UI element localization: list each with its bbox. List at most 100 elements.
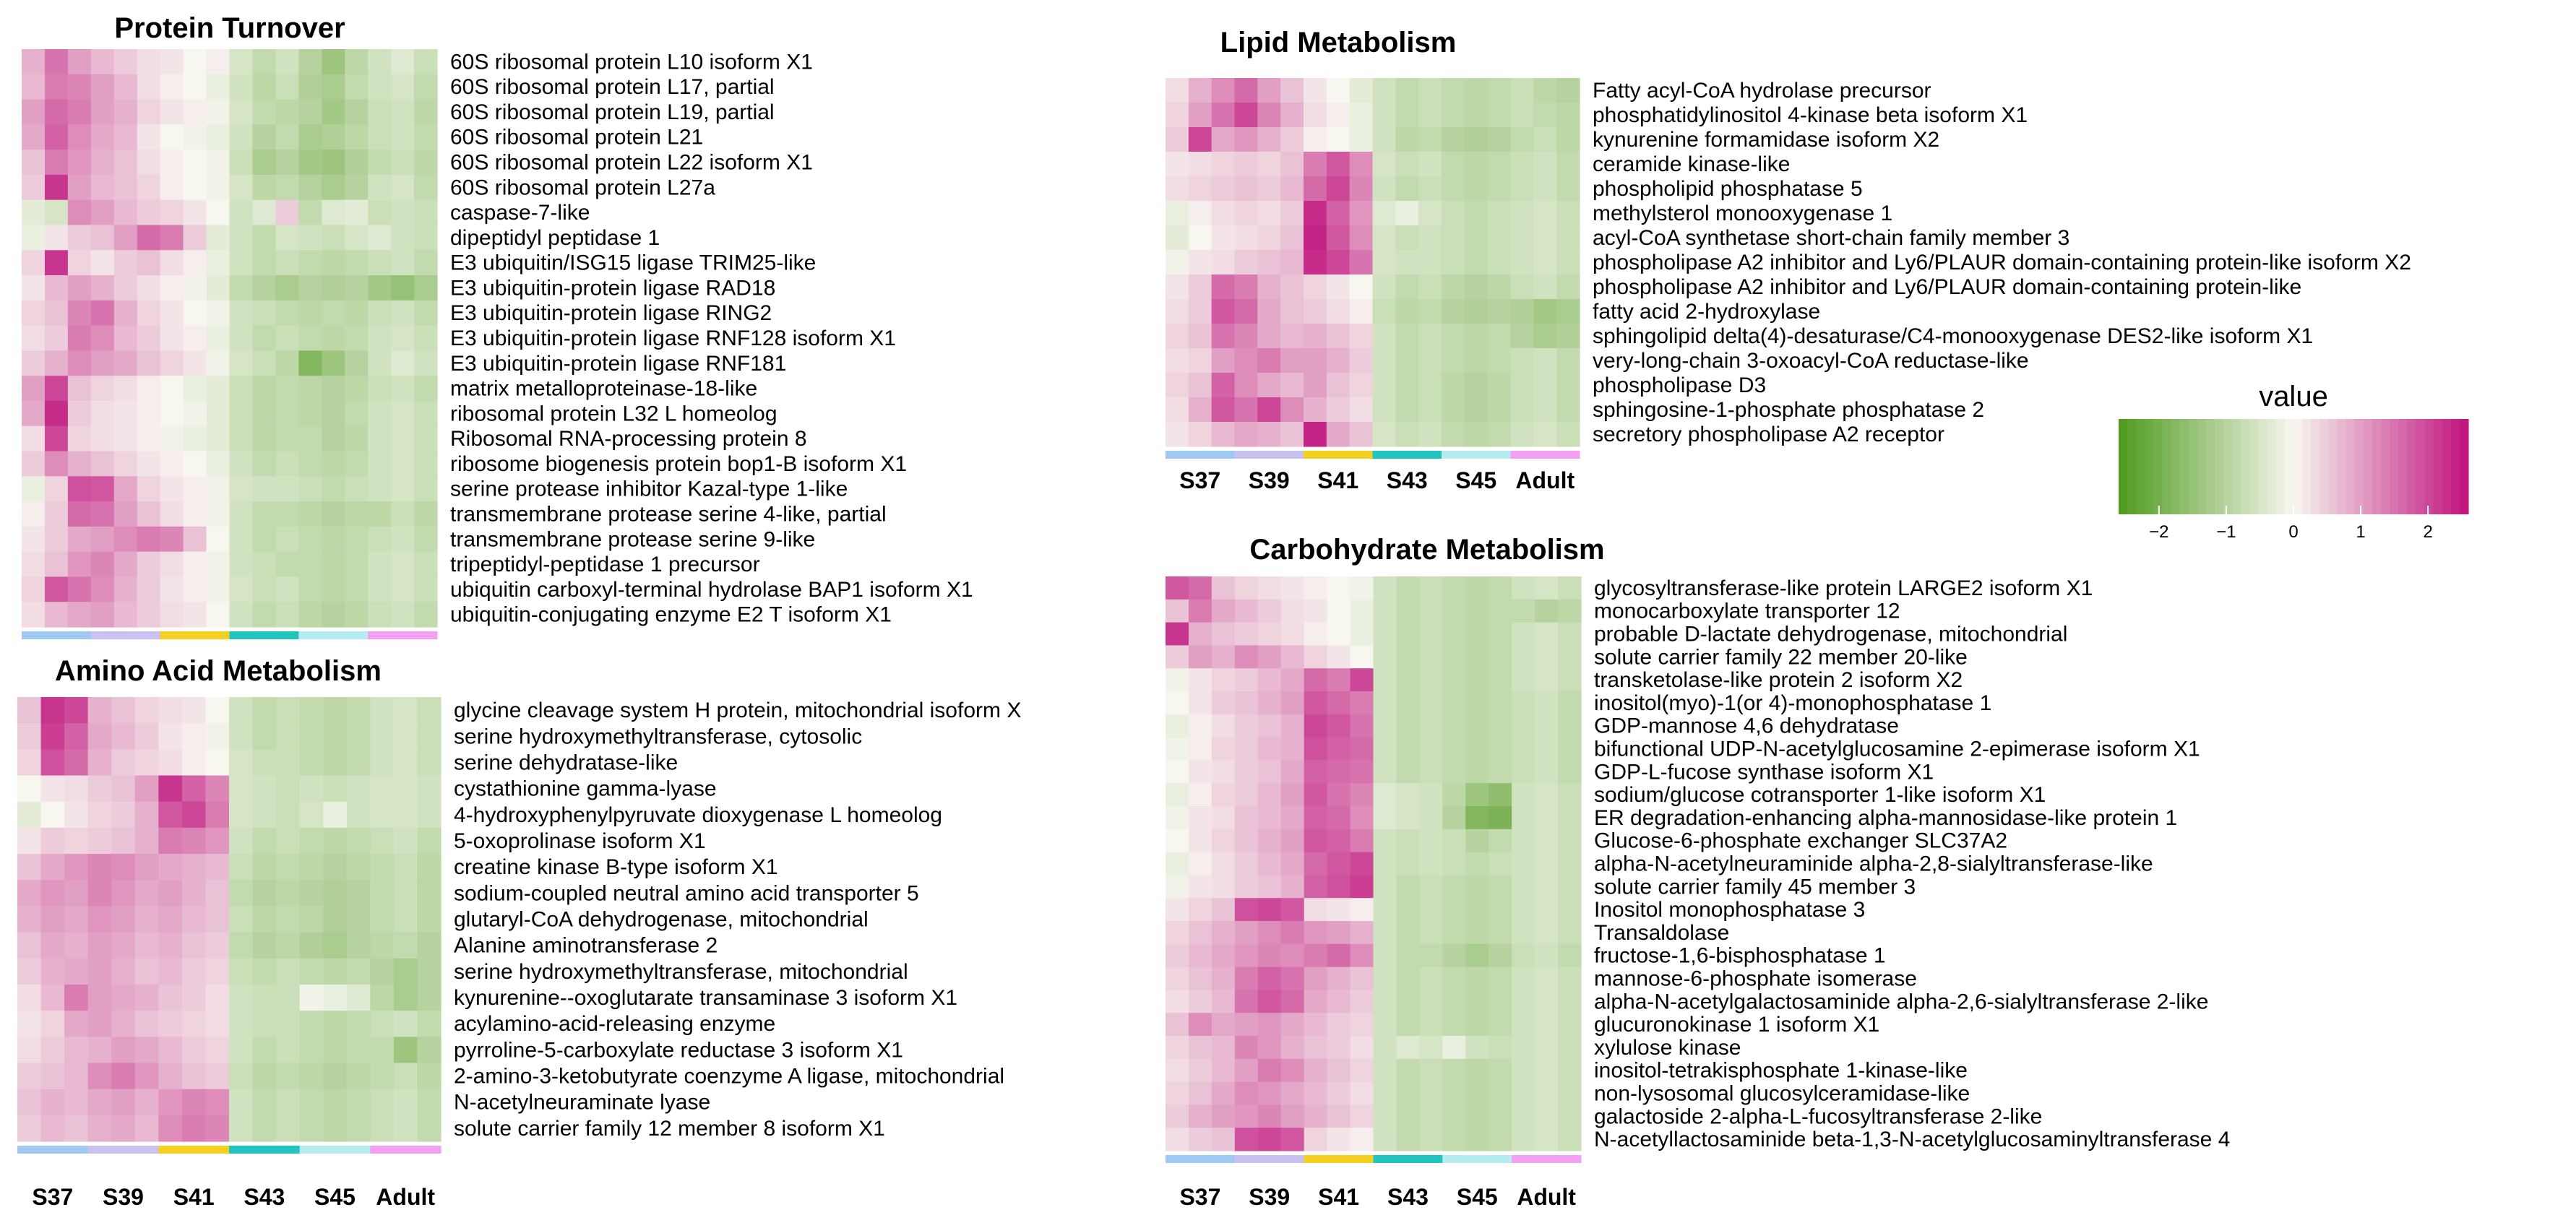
heatmap-cell xyxy=(1418,299,1442,324)
heatmap-cell xyxy=(1442,921,1466,945)
heatmap-cell xyxy=(1234,176,1258,202)
heatmap-cell xyxy=(44,250,69,276)
heatmap-cell xyxy=(1510,422,1534,447)
heatmap-cell xyxy=(1166,990,1189,1013)
heatmap-cell xyxy=(299,906,324,933)
heatmap-cell xyxy=(1304,152,1327,177)
panel-title: Amino Acid Metabolism xyxy=(55,655,382,687)
heatmap-cell xyxy=(391,225,415,251)
heatmap-cell xyxy=(17,697,42,724)
heatmap-cell xyxy=(137,225,161,251)
legend-swatch xyxy=(2450,419,2460,514)
heatmap-cell xyxy=(229,350,254,376)
heatmap-cell xyxy=(158,984,183,1011)
heatmap-cell xyxy=(1234,103,1258,128)
heatmap-cell xyxy=(229,880,254,907)
heatmap-cell xyxy=(1327,622,1351,646)
heatmap-cell xyxy=(393,801,418,829)
heatmap-cell xyxy=(275,400,299,427)
heatmap-cell xyxy=(205,827,230,855)
heatmap-cell xyxy=(252,451,276,477)
heatmap-cell xyxy=(137,74,161,100)
heatmap-cell xyxy=(1188,806,1212,830)
heatmap-cell xyxy=(181,801,207,829)
heatmap-cell xyxy=(1419,1081,1443,1105)
heatmap-cell xyxy=(1326,103,1351,128)
heatmap-cell xyxy=(322,300,345,327)
heatmap-cell xyxy=(1464,299,1489,324)
heatmap-cell xyxy=(276,723,301,750)
row-label: solute carrier family 22 member 20-like xyxy=(1594,645,1968,669)
heatmap-cell xyxy=(1304,1013,1328,1037)
heatmap-cell xyxy=(417,958,441,985)
heatmap-cell xyxy=(1257,943,1282,968)
heatmap-cell xyxy=(1188,576,1212,600)
heatmap-cell xyxy=(87,749,112,777)
heatmap-cell xyxy=(368,551,392,578)
heatmap-cell xyxy=(345,501,369,527)
heatmap-cell xyxy=(345,74,369,100)
heatmap-cell xyxy=(1442,576,1466,600)
heatmap-cell xyxy=(1257,250,1281,275)
heatmap-cell xyxy=(1556,422,1580,447)
row-label: alpha-N-acetylneuraminide alpha-2,8-sial… xyxy=(1594,852,2153,876)
heatmap-cell xyxy=(1234,691,1259,715)
heatmap-cell xyxy=(345,602,369,628)
heatmap-cell xyxy=(1558,645,1582,669)
heatmap-cell xyxy=(370,1063,395,1090)
heatmap-cell xyxy=(1419,829,1443,853)
group-label: S39 xyxy=(1249,1184,1290,1210)
heatmap-cell xyxy=(1349,78,1374,103)
heatmap-cell xyxy=(1188,737,1212,761)
heatmap-cell xyxy=(205,1011,230,1037)
heatmap-cell xyxy=(1465,852,1489,875)
heatmap-cell xyxy=(1510,78,1534,103)
heatmap-cell xyxy=(1350,852,1374,875)
heatmap-cell xyxy=(111,880,136,907)
legend-tick-label: 1 xyxy=(2356,522,2365,542)
heatmap-cell xyxy=(1166,967,1189,990)
group-label: S39 xyxy=(103,1184,144,1210)
heatmap-cell xyxy=(1350,875,1374,899)
heatmap-cell xyxy=(1211,691,1236,715)
heatmap-cell xyxy=(1304,852,1328,875)
heatmap-cell xyxy=(1512,921,1535,945)
heatmap-cell xyxy=(229,99,254,125)
heatmap-cell xyxy=(1188,324,1212,349)
heatmap-cell xyxy=(1350,1058,1374,1083)
heatmap-cell xyxy=(276,932,301,959)
heatmap-cell xyxy=(206,425,231,452)
heatmap-cell xyxy=(391,451,415,477)
heatmap-cell xyxy=(90,250,115,276)
heatmap-cell xyxy=(1257,898,1282,922)
heatmap-cell xyxy=(252,74,276,100)
heatmap-cell xyxy=(1442,783,1466,807)
group-color-bar xyxy=(298,631,369,639)
heatmap-cell xyxy=(252,174,276,201)
heatmap-cell xyxy=(414,250,438,276)
heatmap-cell xyxy=(229,1115,254,1142)
heatmap-cell xyxy=(1188,250,1212,275)
heatmap-cell xyxy=(158,827,183,855)
heatmap-cell xyxy=(1234,1058,1259,1083)
heatmap-cell xyxy=(1372,201,1396,226)
heatmap-cell xyxy=(44,350,69,376)
heatmap-cell xyxy=(1465,875,1489,899)
heatmap-cell xyxy=(252,958,277,985)
heatmap-cell xyxy=(1166,1128,1189,1151)
heatmap-cell xyxy=(160,300,184,327)
heatmap-cell xyxy=(229,775,254,803)
heatmap-cell xyxy=(1304,898,1328,922)
heatmap-cell xyxy=(22,150,46,176)
heatmap-cell xyxy=(1188,714,1212,738)
heatmap-cell xyxy=(183,526,207,553)
heatmap-cell xyxy=(346,1089,371,1116)
heatmap-cell xyxy=(322,526,345,553)
heatmap-cell xyxy=(1349,324,1374,349)
heatmap-cell xyxy=(299,984,324,1011)
heatmap-cell xyxy=(414,576,438,602)
heatmap-cell xyxy=(22,250,46,276)
heatmap-cell xyxy=(181,906,207,933)
row-label: 60S ribosomal protein L19, partial xyxy=(450,100,775,124)
heatmap-cell xyxy=(1372,373,1396,398)
